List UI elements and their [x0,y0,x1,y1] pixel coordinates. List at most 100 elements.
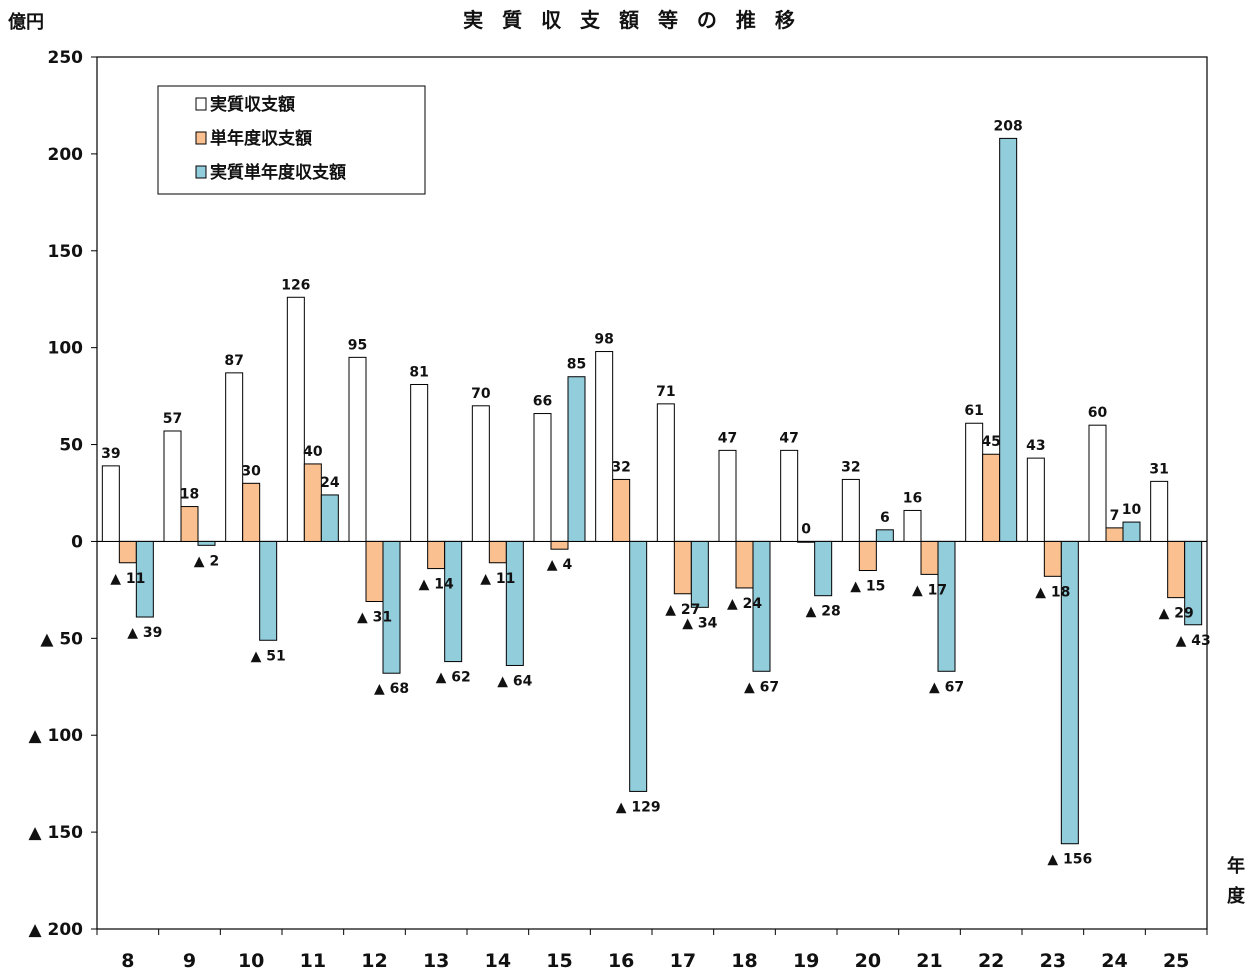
data-label: ▲ 34 [682,615,717,631]
bar [1150,480,1169,542]
data-label: ▲ 67 [929,679,964,695]
x-tick-label: 22 [978,950,1004,971]
bar [797,540,816,543]
x-tick-label: 23 [1040,950,1066,971]
data-label: 16 [903,490,922,506]
data-label: 60 [1088,405,1108,421]
data-label: ▲ 27 [665,602,700,618]
data-label: ▲ 64 [497,673,532,689]
x-tick-label: 25 [1163,950,1189,971]
bar [858,540,877,572]
bar [286,296,305,542]
data-label: 57 [163,411,182,427]
bar [982,453,1001,542]
bar [673,540,692,595]
data-label: ▲ 62 [436,670,471,686]
bar [303,463,322,542]
bar [903,509,922,542]
x-tick-label: 20 [855,950,881,971]
data-label: 40 [303,444,323,460]
bar [1105,527,1124,542]
data-label: 71 [656,384,675,400]
data-label: 31 [1149,461,1168,477]
legend-entry: 単年度収支額 [210,128,312,149]
data-label: ▲ 51 [251,648,286,664]
data-label: ▲ 43 [1176,633,1211,649]
bar [999,137,1018,542]
y-tick-label: 250 [48,48,84,68]
data-label: 70 [471,386,491,402]
data-label: 126 [281,277,310,293]
data-label: ▲ 15 [850,579,885,595]
legend-entry: 実質単年度収支額 [210,162,346,183]
data-label: ▲ 31 [357,610,392,626]
data-label: 7 [1110,508,1120,524]
data-label: 43 [1026,438,1045,454]
x-tick-label: 15 [546,950,572,971]
bar [937,540,956,672]
y-tick-label: 150 [48,242,84,262]
bar [427,540,446,570]
bar [444,540,463,663]
bar [320,494,339,542]
bar [163,430,182,542]
bar [780,449,799,542]
legend-entry: 実質収支額 [210,94,295,115]
bar [1060,540,1079,845]
bar [242,482,261,542]
x-tick-label: 9 [183,950,196,971]
y-tick-label: 100 [48,339,84,359]
bar [656,403,675,542]
data-label: ▲ 14 [419,577,454,593]
bar [348,356,367,542]
bar [488,540,507,564]
x-tick-label: 19 [793,950,819,971]
bar [135,540,154,618]
data-label: 18 [180,487,199,503]
data-label: 45 [981,434,1000,450]
y-axis-unit-label: 億円 [8,11,44,33]
bar [550,540,569,550]
data-label: 85 [567,357,586,373]
bar [225,372,244,542]
data-label: ▲ 2 [194,553,219,569]
bar [965,422,984,542]
y-axis-ticks: 250 200 150 100 50 0 ▲ 50 ▲ 100 ▲ 150 ▲ 200 [29,48,97,940]
bar [1043,540,1062,577]
data-label: ▲ 129 [616,799,661,815]
bar [1167,540,1186,599]
data-label: ▲ 39 [127,625,162,641]
data-label: 24 [320,475,340,491]
x-tick-label: 24 [1101,950,1127,971]
bar [735,540,754,589]
bar [612,478,631,542]
bar [690,540,709,608]
y-tick-label: 50 [59,436,83,456]
bar [259,540,278,641]
bar [533,413,552,542]
data-label: 87 [224,353,243,369]
data-label: 47 [718,430,737,446]
data-label: 30 [241,463,261,479]
legend-swatch [195,131,207,145]
x-tick-label: 16 [608,950,634,971]
data-label: ▲ 156 [1047,852,1092,868]
bar [841,478,860,542]
bar [920,540,939,575]
bar [180,506,199,542]
legend-swatch [195,165,207,179]
bar [101,465,120,542]
bar [718,449,737,542]
bar [365,540,384,603]
data-label: 32 [841,459,860,475]
data-label: 47 [779,430,798,446]
chart-title: 実 質 収 支 額 等 の 推 移 [463,8,801,32]
y-tick-label: ▲ 100 [29,726,84,746]
x-tick-label: 11 [300,950,326,971]
y-tick-label: ▲ 150 [29,823,84,843]
data-label: ▲ 68 [374,681,409,697]
